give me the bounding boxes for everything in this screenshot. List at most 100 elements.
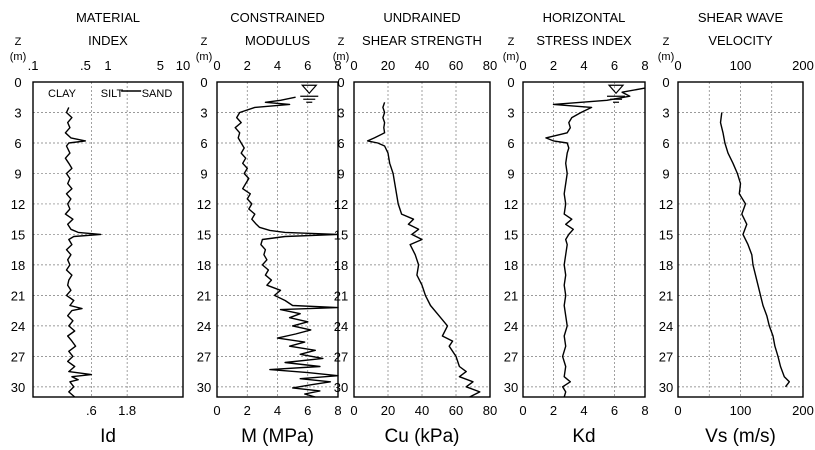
vs-plot-frame	[677, 81, 804, 398]
cu-depth-tick-27: 27	[334, 349, 348, 364]
m-depth-tick-3: 3	[200, 105, 207, 120]
id-soil-label-silt: SILT	[101, 88, 124, 100]
id-soil-label-sand: SAND	[142, 88, 173, 100]
kd-bottom-tick-2: 2	[550, 403, 557, 418]
cu-bottom-tick-20: 20	[381, 403, 395, 418]
m-depth-tick-21: 21	[197, 288, 211, 303]
id-bottom-tick-.6: .6	[86, 403, 97, 418]
cu-series-line-0	[366, 102, 481, 398]
kd-series-line-0	[545, 87, 646, 398]
cu-bottom-tick-60: 60	[449, 403, 463, 418]
m-title-line2: MODULUS	[245, 33, 310, 48]
kd-top-tick-6: 6	[611, 58, 618, 73]
cu-depth-tick-9: 9	[337, 166, 344, 181]
m-depth-label-z: Z	[201, 36, 208, 48]
kd-bottom-tick-6: 6	[611, 403, 618, 418]
m-depth-tick-15: 15	[197, 227, 211, 242]
m-bottom-tick-4: 4	[274, 403, 281, 418]
m-depth-tick-9: 9	[200, 166, 207, 181]
m-top-tick-6: 6	[304, 58, 311, 73]
id-plot-frame	[32, 81, 184, 398]
id-title-line2: INDEX	[88, 33, 128, 48]
cu-depth-label-unit: (m)	[333, 51, 350, 63]
cu-depth-tick-0: 0	[337, 75, 344, 90]
vs-bottom-tick-100: 100	[730, 403, 752, 418]
id-xlabel: Id	[100, 426, 116, 447]
kd-water-table-icon	[607, 84, 625, 95]
kd-title-line2: STRESS INDEX	[536, 33, 632, 48]
cu-depth-label-z: Z	[338, 36, 345, 48]
m-depth-tick-6: 6	[200, 136, 207, 151]
m-top-tick-8: 8	[334, 58, 341, 73]
m-depth-tick-27: 27	[197, 349, 211, 364]
cu-top-tick-40: 40	[415, 58, 429, 73]
vs-top-tick-100: 100	[730, 58, 752, 73]
id-depth-tick-3: 3	[14, 105, 21, 120]
vs-depth-tick-21: 21	[659, 288, 673, 303]
vs-depth-tick-18: 18	[659, 258, 673, 273]
vs-top-tick-200: 200	[792, 58, 814, 73]
vs-depth-tick-30: 30	[659, 380, 673, 395]
id-soil-label-clay: CLAY	[48, 88, 77, 100]
m-plot-frame	[216, 81, 339, 398]
m-depth-tick-12: 12	[197, 197, 211, 212]
kd-depth-tick-24: 24	[504, 319, 518, 334]
id-title-line1: MATERIAL	[76, 10, 140, 25]
vs-depth-tick-6: 6	[662, 136, 669, 151]
vs-title-line2: VELOCITY	[708, 33, 773, 48]
id-top-tick-.1: .1	[28, 58, 39, 73]
cu-plot-frame	[353, 81, 491, 398]
m-title-line1: CONSTRAINED	[230, 10, 325, 25]
id-depth-tick-30: 30	[11, 380, 25, 395]
id-top-tick-10: 10	[176, 58, 190, 73]
vs-depth-tick-12: 12	[659, 197, 673, 212]
kd-depth-tick-3: 3	[507, 105, 514, 120]
id-series-line-0	[64, 107, 102, 398]
cu-top-tick-20: 20	[381, 58, 395, 73]
vs-depth-tick-15: 15	[659, 227, 673, 242]
kd-depth-tick-0: 0	[507, 75, 514, 90]
kd-title-line1: HORIZONTAL	[543, 10, 626, 25]
id-top-tick-5: 5	[157, 58, 164, 73]
cu-depth-tick-30: 30	[334, 380, 348, 395]
kd-depth-tick-21: 21	[504, 288, 518, 303]
kd-plot-frame	[522, 81, 646, 398]
cu-bottom-tick-80: 80	[483, 403, 497, 418]
vs-series-line-0	[719, 112, 790, 388]
vs-bottom-tick-0: 0	[674, 403, 681, 418]
m-water-table-icon	[300, 84, 318, 95]
cu-depth-tick-18: 18	[334, 258, 348, 273]
vs-depth-tick-9: 9	[662, 166, 669, 181]
m-bottom-tick-8: 8	[334, 403, 341, 418]
cu-bottom-tick-0: 0	[350, 403, 357, 418]
kd-top-tick-0: 0	[519, 58, 526, 73]
vs-title-line1: SHEAR WAVE	[698, 10, 784, 25]
cu-depth-tick-3: 3	[337, 105, 344, 120]
vs-top-tick-0: 0	[674, 58, 681, 73]
kd-depth-tick-12: 12	[504, 197, 518, 212]
cu-depth-tick-15: 15	[334, 227, 348, 242]
m-bottom-tick-2: 2	[244, 403, 251, 418]
vs-depth-label-unit: (m)	[658, 51, 675, 63]
m-xlabel: M (MPa)	[241, 426, 314, 447]
m-series-line-0	[234, 96, 339, 398]
cu-top-tick-60: 60	[449, 58, 463, 73]
m-depth-tick-24: 24	[197, 319, 211, 334]
kd-depth-label-unit: (m)	[503, 51, 520, 63]
id-top-tick-.5: .5	[80, 58, 91, 73]
kd-xlabel: Kd	[572, 426, 595, 447]
m-depth-tick-0: 0	[200, 75, 207, 90]
vs-xlabel: Vs (m/s)	[705, 426, 776, 447]
id-depth-tick-15: 15	[11, 227, 25, 242]
id-depth-tick-27: 27	[11, 349, 25, 364]
id-depth-tick-9: 9	[14, 166, 21, 181]
kd-bottom-tick-0: 0	[519, 403, 526, 418]
m-bottom-tick-0: 0	[213, 403, 220, 418]
cu-depth-tick-21: 21	[334, 288, 348, 303]
cu-depth-tick-6: 6	[337, 136, 344, 151]
cu-depth-tick-12: 12	[334, 197, 348, 212]
kd-depth-tick-18: 18	[504, 258, 518, 273]
cu-bottom-tick-40: 40	[415, 403, 429, 418]
vs-bottom-tick-200: 200	[792, 403, 814, 418]
